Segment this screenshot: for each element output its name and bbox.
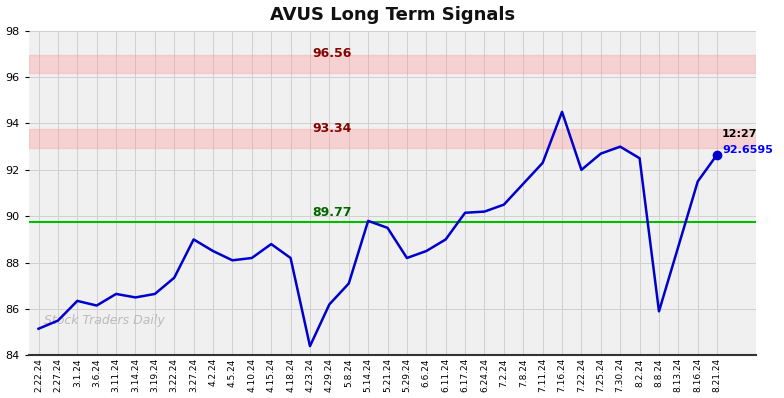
Text: Stock Traders Daily: Stock Traders Daily: [45, 314, 165, 327]
Text: 89.77: 89.77: [312, 206, 351, 219]
Bar: [29, 55, 756, 73]
Bar: [29, 129, 756, 148]
Text: 12:27: 12:27: [722, 129, 757, 139]
Text: 92.6595: 92.6595: [722, 144, 773, 154]
Text: 96.56: 96.56: [312, 47, 351, 60]
Title: AVUS Long Term Signals: AVUS Long Term Signals: [270, 6, 515, 23]
Text: 93.34: 93.34: [312, 121, 351, 135]
